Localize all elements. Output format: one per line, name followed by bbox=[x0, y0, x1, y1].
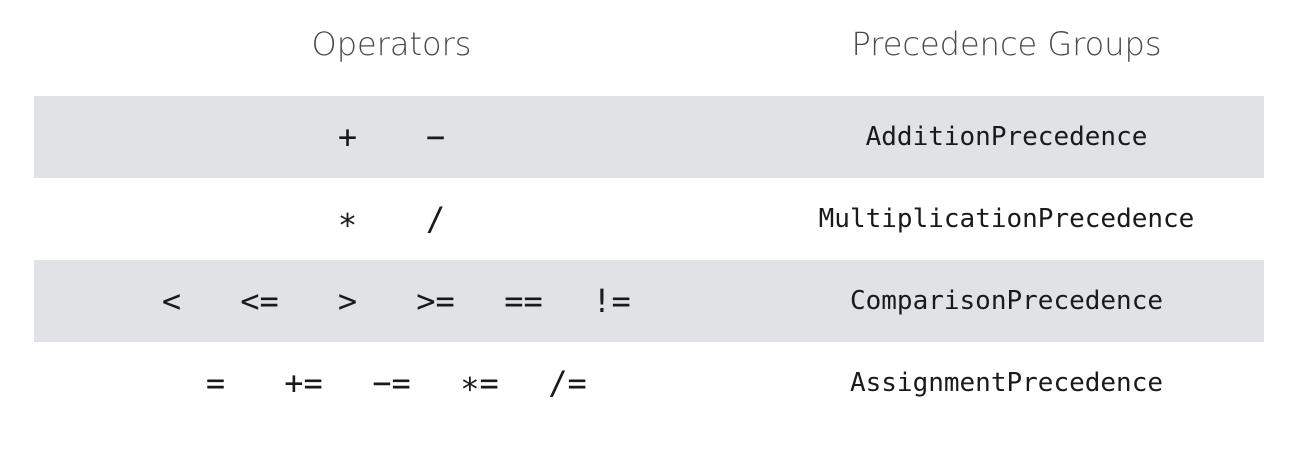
operator: + bbox=[337, 118, 358, 156]
operator: < bbox=[161, 282, 182, 320]
operator: /= bbox=[548, 364, 587, 402]
operator: >= bbox=[416, 282, 455, 320]
precedence-table: + − AdditionPrecedence ∗ / Multiplicatio… bbox=[34, 96, 1264, 424]
operator: −= bbox=[372, 364, 411, 402]
precedence-row-comparison: < <= > >= == != ComparisonPrecedence bbox=[34, 260, 1264, 342]
operator: <= bbox=[240, 282, 279, 320]
precedence-groups-header: Precedence Groups bbox=[851, 25, 1162, 63]
precedence-row-multiplication: ∗ / MultiplicationPrecedence bbox=[34, 178, 1264, 260]
precedence-group-name: AdditionPrecedence bbox=[865, 122, 1148, 152]
operator: = bbox=[205, 364, 226, 402]
operator: != bbox=[592, 282, 631, 320]
operators-cell: ∗ / bbox=[34, 200, 749, 238]
operators-cell: + − bbox=[34, 118, 749, 156]
operator: / bbox=[425, 200, 446, 238]
operator: ∗= bbox=[460, 364, 499, 402]
precedence-group-name: ComparisonPrecedence bbox=[849, 286, 1164, 316]
precedence-row-assignment: = += −= ∗= /= AssignmentPrecedence bbox=[34, 342, 1264, 424]
operator: += bbox=[284, 364, 323, 402]
operators-header: Operators bbox=[311, 25, 472, 63]
precedence-group-name: MultiplicationPrecedence bbox=[818, 204, 1195, 234]
operator: − bbox=[425, 118, 446, 156]
operators-cell: < <= > >= == != bbox=[34, 282, 749, 320]
precedence-group-name: AssignmentPrecedence bbox=[849, 368, 1164, 398]
operators-cell: = += −= ∗= /= bbox=[34, 364, 749, 402]
operator: == bbox=[504, 282, 543, 320]
operator: ∗ bbox=[337, 200, 358, 238]
operator: > bbox=[337, 282, 358, 320]
precedence-row-addition: + − AdditionPrecedence bbox=[34, 96, 1264, 178]
